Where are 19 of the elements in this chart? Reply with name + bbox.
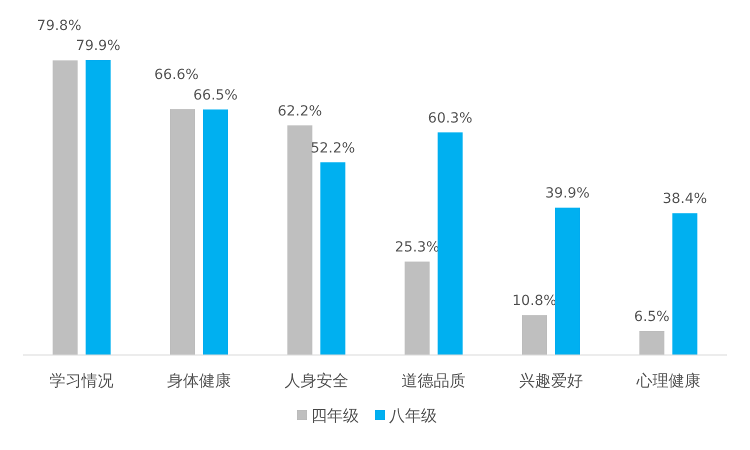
data-label: 38.4% <box>662 191 708 208</box>
data-label: 66.5% <box>193 87 238 104</box>
data-label: 10.8% <box>512 293 557 310</box>
x-tick-label: 道德品质 <box>402 371 466 390</box>
data-label: 66.6% <box>154 67 199 84</box>
x-tick-label: 心理健康 <box>635 371 700 390</box>
legend-label: 八年级 <box>389 406 437 425</box>
data-label: 79.8% <box>36 18 82 34</box>
data-label: 52.2% <box>310 140 356 156</box>
data-label: 79.9% <box>76 38 120 54</box>
x-tick-label: 学习情况 <box>50 371 114 390</box>
x-tick-label: 身体健康 <box>167 371 231 390</box>
data-label: 62.2% <box>278 103 322 120</box>
data-label: 60.3% <box>428 110 472 126</box>
data-label: 6.5% <box>634 309 670 325</box>
x-tick-label: 人身安全 <box>284 371 348 390</box>
data-label: 39.9% <box>545 186 590 202</box>
x-tick-label: 兴趣爱好 <box>519 371 583 390</box>
legend-label: 四年级 <box>311 406 359 425</box>
